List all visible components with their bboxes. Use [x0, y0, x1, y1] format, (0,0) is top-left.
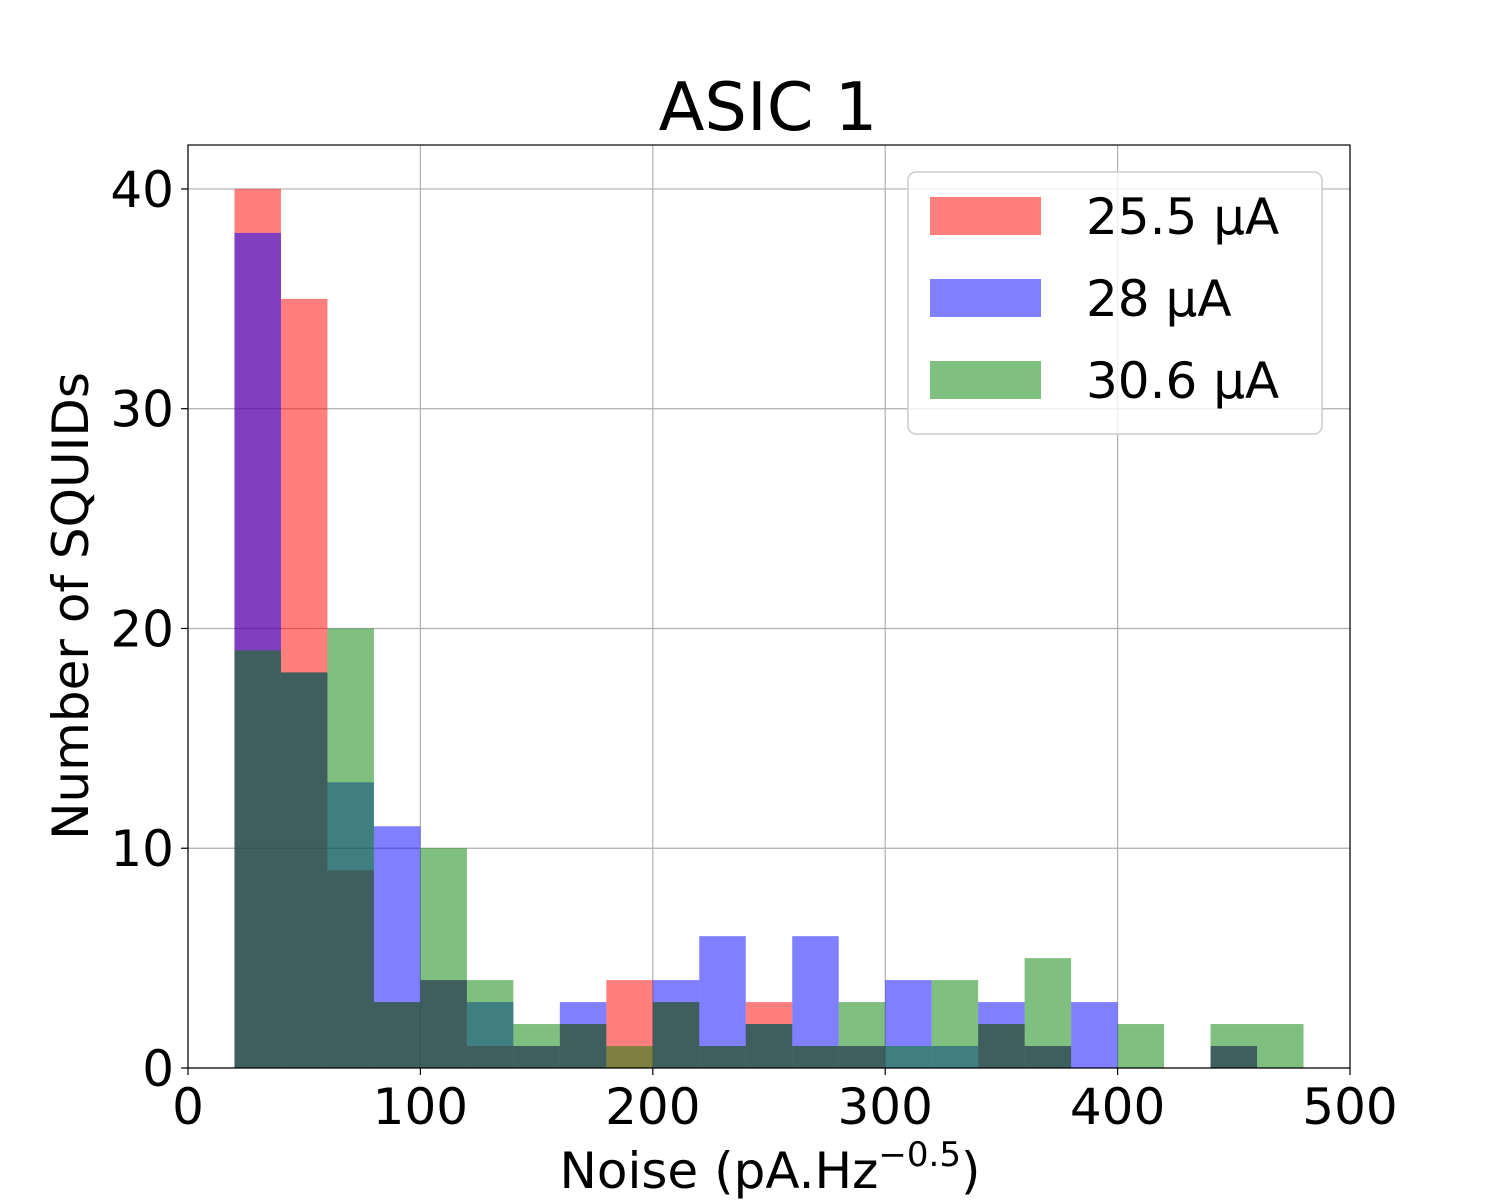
plot-frame — [187, 144, 1351, 1069]
bar — [513, 1024, 560, 1068]
bar — [885, 1046, 932, 1068]
bar — [1257, 1024, 1304, 1068]
histogram-bars — [234, 188, 1304, 1068]
bar — [466, 980, 514, 1068]
x-tick-label: 200 — [605, 1078, 700, 1136]
x-axis-label-main: Noise (pA.Hz — [560, 1142, 879, 1200]
legend-label: 28 µA — [1086, 270, 1232, 328]
legend-label: 30.6 µA — [1086, 352, 1279, 410]
chart-title: ASIC 1 — [659, 68, 878, 146]
x-tick-label: 100 — [373, 1078, 468, 1136]
y-tick-label: 30 — [110, 381, 174, 439]
bar — [652, 1002, 700, 1068]
x-axis-label: Noise (pA.Hz−0.5) — [560, 1135, 981, 1200]
bar — [745, 1024, 793, 1068]
bar — [699, 1046, 746, 1068]
legend-label: 25.5 µA — [1086, 188, 1279, 246]
bar — [931, 980, 979, 1068]
bar — [559, 1024, 607, 1068]
bar — [978, 1024, 1025, 1068]
x-axis-ticks: 0 100 200 300 400 500 — [172, 1068, 1398, 1136]
y-axis-ticks: 0 10 20 30 40 — [110, 161, 188, 1098]
x-tick-label: 300 — [837, 1078, 932, 1136]
legend-swatch — [930, 279, 1041, 317]
legend-swatch — [930, 197, 1041, 235]
bar — [280, 672, 328, 1068]
bar — [792, 1046, 839, 1068]
bar — [606, 1046, 653, 1068]
x-tick-label: 0 — [172, 1078, 204, 1136]
y-tick-label: 20 — [110, 600, 174, 658]
bar — [838, 1002, 886, 1068]
x-axis-label-suffix: ) — [961, 1142, 981, 1200]
y-tick-label: 0 — [142, 1040, 174, 1098]
x-tick-label: 500 — [1302, 1078, 1397, 1136]
y-axis-label: Number of SQUIDs — [42, 372, 100, 840]
bar — [1071, 1002, 1118, 1068]
legend-swatch — [930, 361, 1041, 399]
bar — [373, 1002, 421, 1068]
y-tick-label: 10 — [110, 820, 174, 878]
legend: 25.5 µA 28 µA 30.6 µA — [907, 171, 1323, 435]
bar — [234, 650, 281, 1068]
bar — [1024, 958, 1072, 1068]
y-tick-label: 40 — [110, 161, 174, 219]
bar — [420, 848, 467, 1068]
bar — [327, 628, 374, 1068]
x-axis-label-exponent: −0.5 — [878, 1135, 961, 1175]
x-tick-label: 400 — [1070, 1078, 1165, 1136]
bar — [1117, 1024, 1165, 1068]
bar — [1210, 1024, 1258, 1068]
